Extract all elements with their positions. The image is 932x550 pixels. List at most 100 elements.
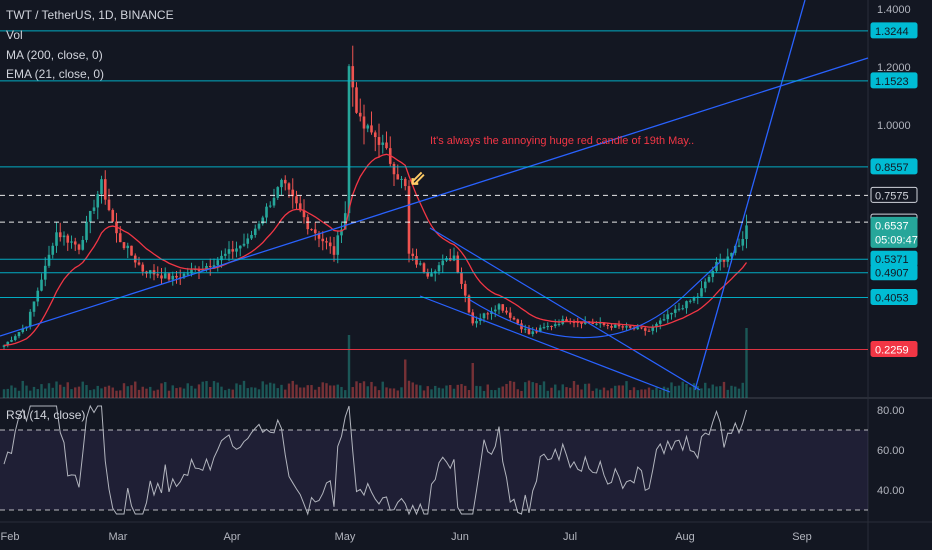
- candle-body: [332, 246, 336, 255]
- volume-bar: [535, 383, 538, 398]
- volume-bar: [621, 385, 624, 398]
- candle-body: [190, 269, 193, 274]
- volume-bar: [216, 382, 219, 398]
- candle-body: [666, 314, 670, 320]
- annotation-arrow-icon: ⇙: [409, 168, 426, 190]
- candle-body: [745, 225, 748, 240]
- candle-body: [493, 309, 497, 312]
- candle-body: [715, 261, 718, 271]
- volume-bar: [389, 388, 392, 398]
- volume-bar: [186, 383, 189, 398]
- candle-body: [565, 319, 568, 321]
- candle-body: [141, 264, 145, 272]
- volume-bar: [92, 389, 96, 398]
- rsi-legend: RSI (14, close): [6, 408, 86, 422]
- price-tag-label: 0.4907: [875, 268, 909, 280]
- volume-bar: [419, 385, 422, 398]
- time-axis-label: Mar: [109, 531, 128, 543]
- volume-bar: [332, 385, 336, 398]
- volume-bar: [550, 387, 553, 398]
- volume-bar: [396, 390, 399, 398]
- volume-bar: [51, 387, 54, 398]
- volume-bar: [644, 389, 647, 398]
- candle-body: [475, 320, 478, 324]
- volume-bar: [29, 390, 32, 398]
- volume-bar: [235, 383, 238, 398]
- candle-body: [6, 341, 10, 346]
- candle-body: [527, 328, 531, 335]
- candle-body: [460, 272, 463, 284]
- chart-annotation: It's always the annoying huge red candle…: [430, 135, 695, 147]
- candle-body: [722, 259, 726, 262]
- volume-bar: [542, 381, 546, 398]
- trendline-descending: [429, 227, 701, 391]
- candle-body: [2, 345, 6, 347]
- candle-body: [291, 189, 295, 197]
- volume-bar: [674, 386, 677, 398]
- candle-body: [520, 323, 523, 330]
- candle-body: [685, 301, 688, 309]
- candle-body: [21, 328, 25, 333]
- time-axis-label: May: [335, 531, 356, 543]
- candle-body: [73, 241, 77, 245]
- volume-bar: [321, 382, 324, 398]
- volume-bar: [422, 390, 426, 398]
- candle-body: [625, 326, 628, 328]
- volume-bar: [400, 387, 403, 398]
- volume-bar: [726, 389, 729, 398]
- candle-body: [497, 304, 501, 310]
- volume-bar: [40, 384, 43, 398]
- volume-bar: [490, 389, 493, 398]
- candle-body: [32, 301, 36, 312]
- volume-bar: [149, 386, 152, 398]
- price-tag-label: 0.7575: [875, 190, 909, 202]
- candle-body: [186, 273, 190, 275]
- volume-bar: [415, 384, 418, 398]
- candle-body: [711, 270, 715, 277]
- candle-body: [242, 243, 246, 246]
- trendline-curve: [469, 261, 721, 339]
- candle-body: [741, 239, 745, 246]
- candle-body: [610, 325, 613, 328]
- volume-bar: [722, 381, 726, 398]
- candle-body: [118, 233, 122, 243]
- volume-bar: [587, 383, 591, 398]
- volume-bar: [284, 389, 287, 398]
- candle-body: [167, 273, 171, 280]
- candle-body: [583, 321, 587, 324]
- candle-body: [321, 238, 325, 242]
- candle-body: [531, 331, 535, 335]
- volume-bar: [374, 386, 377, 398]
- volume-bar: [505, 383, 508, 398]
- volume-bar: [546, 390, 549, 398]
- volume-bar: [411, 382, 414, 398]
- volume-bar: [257, 389, 261, 398]
- candle-body: [182, 273, 186, 278]
- candle-body: [621, 326, 625, 328]
- volume-bar: [554, 384, 557, 398]
- candle-body: [163, 273, 167, 279]
- candle-body: [643, 328, 647, 331]
- volume-bar: [475, 385, 478, 398]
- volume-bar: [160, 383, 163, 398]
- candle-body: [508, 312, 512, 318]
- candle-body: [58, 232, 62, 238]
- candle-body: [688, 300, 692, 302]
- volume-bar: [175, 388, 178, 398]
- candle-body: [310, 229, 313, 231]
- volume-bar: [317, 386, 321, 398]
- volume-bar: [347, 335, 351, 398]
- volume-bar: [295, 384, 298, 398]
- volume-bar: [681, 381, 684, 398]
- candle-body: [430, 273, 433, 277]
- volume-bar: [392, 388, 396, 398]
- volume-bar: [209, 386, 212, 398]
- candle-body: [737, 245, 741, 247]
- candle-body: [662, 319, 666, 321]
- volume-bar: [104, 386, 107, 398]
- candle-body: [276, 187, 280, 198]
- volume-bar: [299, 387, 302, 398]
- volume-bar: [310, 385, 313, 398]
